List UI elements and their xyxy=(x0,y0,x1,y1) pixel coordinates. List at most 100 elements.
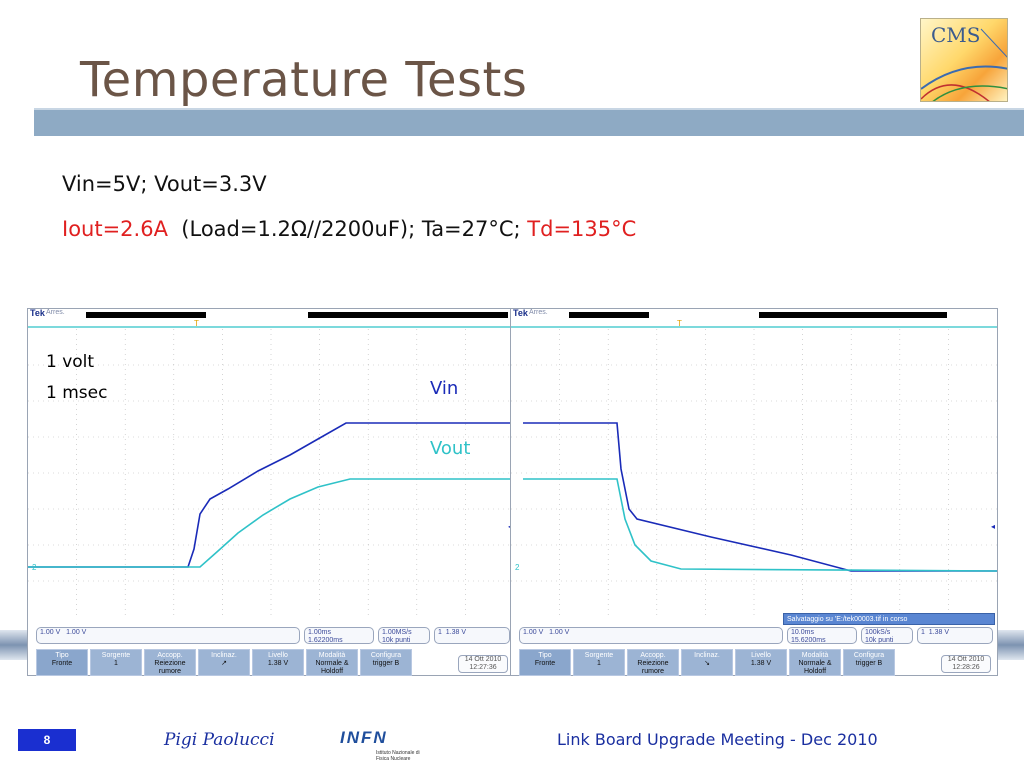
trigger-menu-button[interactable]: Livello 1.38 V xyxy=(252,649,304,676)
button-value: Normale & Holdoff xyxy=(315,660,349,675)
trigger-menu-button[interactable]: Tipo Fronte xyxy=(519,649,571,676)
trigger-menu-button[interactable]: Sorgente 1 xyxy=(90,649,142,676)
vin-label: Vin xyxy=(430,378,459,399)
decorative-band-left xyxy=(0,630,27,660)
scope-screen-left: 2 T ◂ xyxy=(28,319,514,617)
record-bar xyxy=(86,312,206,318)
svg-text:T: T xyxy=(194,319,199,328)
record-bar xyxy=(308,312,508,318)
ch1-scale: 1.00 V xyxy=(523,629,544,636)
voltage-spec-line: Vin=5V; Vout=3.3V xyxy=(62,172,267,196)
svg-text:2: 2 xyxy=(32,563,37,572)
timebase-readout: 1.00ms 1.62200ms xyxy=(304,627,374,644)
td-value: Td=135°C xyxy=(527,217,637,241)
scope-header: Tek Arres. xyxy=(28,308,514,319)
trigger-menu-button[interactable]: Tipo Fronte xyxy=(36,649,88,676)
button-title: Inclinaz. xyxy=(694,652,720,659)
slide-title: Temperature Tests xyxy=(80,52,528,108)
vin-trace xyxy=(523,422,997,572)
cms-logo-text: CMS xyxy=(931,23,981,47)
trigger-menu-button[interactable]: Livello 1.38 V xyxy=(735,649,787,676)
svg-text:T: T xyxy=(677,319,682,328)
ch1-scale: 1.00 V xyxy=(40,629,61,636)
trigger-menu-button[interactable]: Inclinaz. ↘ xyxy=(681,649,733,676)
scope-readout-row: 1.00 V 1.00 V 1.00ms 1.62200ms 1.00MS/s 10… xyxy=(28,627,514,647)
trigger-menu-button[interactable]: Modalità Normale & Holdoff xyxy=(306,649,358,676)
record-bar xyxy=(569,312,649,318)
page-number: 8 xyxy=(18,729,76,751)
vin-trace xyxy=(28,422,514,568)
button-value: 1 xyxy=(597,660,601,667)
button-title: Accopp. xyxy=(157,652,183,659)
button-value: 1.38 V xyxy=(267,660,289,667)
oscilloscope-right: Tek Arres. 2 T ◂ Salvataggio su 'E:/tek0… xyxy=(510,308,998,676)
vout-label: Vout xyxy=(430,438,471,459)
trigger-menu-button[interactable]: Configura trigger B xyxy=(843,649,895,676)
button-title: Tipo xyxy=(55,652,69,659)
button-value: trigger B xyxy=(372,660,400,667)
button-title: Inclinaz. xyxy=(211,652,237,659)
button-value: Normale & Holdoff xyxy=(798,660,832,675)
button-value: Reiezione rumore xyxy=(637,660,669,675)
author-name: Pigi Paolucci xyxy=(164,730,275,750)
cms-logo: CMS xyxy=(920,18,1008,102)
acq-status: Arres. xyxy=(529,309,548,316)
channel-readout: 1.00 V 1.00 V xyxy=(519,627,783,644)
rate-readout: 100kS/s 10k punti xyxy=(861,627,913,644)
vout-trace xyxy=(523,478,997,572)
trigger-readout: 1 1.38 V xyxy=(917,627,993,644)
button-value: Fronte xyxy=(534,660,556,667)
trigger-menu-button[interactable]: Configura trigger B xyxy=(360,649,412,676)
button-title: Livello xyxy=(268,652,288,659)
trigger-menu: Tipo Fronte Sorgente 1 Accopp. Reiezione rumo… xyxy=(28,649,514,677)
time-scale-annotation: 1 msec xyxy=(46,383,108,403)
trigger-readout: 1 1.38 V xyxy=(434,627,510,644)
tek-brand: Tek xyxy=(30,308,45,318)
button-value: 1.38 V xyxy=(750,660,772,667)
load-text: (Load=1.2Ω//2200uF); Ta=27°C; xyxy=(167,217,528,241)
button-title: Modalità xyxy=(801,652,829,659)
button-value: Fronte xyxy=(51,660,73,667)
cms-logo-graphic xyxy=(921,28,1007,101)
button-value: Reiezione rumore xyxy=(154,660,186,675)
ch2-scale: 1.00 V xyxy=(549,629,570,636)
scope-header: Tek Arres. xyxy=(511,308,997,319)
svg-text:◂: ◂ xyxy=(991,522,995,531)
scope-readout-row: 1.00 V 1.00 V 10.0ms 15.6200ms 100kS/s 10k… xyxy=(511,627,997,647)
load-spec-line: Iout=2.6A (Load=1.2Ω//2200uF); Ta=27°C; … xyxy=(62,217,636,241)
tek-brand: Tek xyxy=(513,308,528,318)
svg-text:2: 2 xyxy=(515,563,520,572)
button-title: Accopp. xyxy=(640,652,666,659)
trigger-menu-button[interactable]: Accopp. Reiezione rumore xyxy=(144,649,196,676)
decorative-band-right xyxy=(998,630,1024,660)
button-value: trigger B xyxy=(855,660,883,667)
ch2-scale: 1.00 V xyxy=(66,629,87,636)
scope-screen-right: 2 T ◂ xyxy=(511,319,997,617)
acq-status: Arres. xyxy=(46,309,65,316)
date-time: 14 Ott 2010 12:28:26 xyxy=(941,655,991,673)
trigger-menu-button[interactable]: Sorgente 1 xyxy=(573,649,625,676)
button-value: 1 xyxy=(114,660,118,667)
record-bar xyxy=(759,312,947,318)
infn-logo-text: INFN xyxy=(340,728,388,747)
infn-logo: INFN Istituto Nazionale di Fisica Nuclea… xyxy=(340,716,420,764)
vout-trace xyxy=(28,478,514,568)
trigger-menu-button[interactable]: Inclinaz. ↗ xyxy=(198,649,250,676)
button-title: Configura xyxy=(853,652,885,659)
title-divider-line xyxy=(34,108,1024,110)
button-title: Configura xyxy=(370,652,402,659)
date-time: 14 Ott 2010 12:27:36 xyxy=(458,655,508,673)
volt-scale-annotation: 1 volt xyxy=(46,352,95,372)
timebase-readout: 10.0ms 15.6200ms xyxy=(787,627,857,644)
title-bar xyxy=(34,110,1024,136)
button-title: Modalità xyxy=(318,652,346,659)
button-value: ↗ xyxy=(221,660,227,667)
trigger-menu-button[interactable]: Modalità Normale & Holdoff xyxy=(789,649,841,676)
save-status-message: Salvataggio su 'E:/tek00003.tif in corso xyxy=(783,613,995,625)
trigger-menu-button[interactable]: Accopp. Reiezione rumore xyxy=(627,649,679,676)
button-value: ↘ xyxy=(704,660,710,667)
button-title: Tipo xyxy=(538,652,552,659)
channel-readout: 1.00 V 1.00 V xyxy=(36,627,300,644)
button-title: Sorgente xyxy=(584,652,614,659)
trigger-menu: Tipo Fronte Sorgente 1 Accopp. Reiezione rumo… xyxy=(511,649,997,677)
